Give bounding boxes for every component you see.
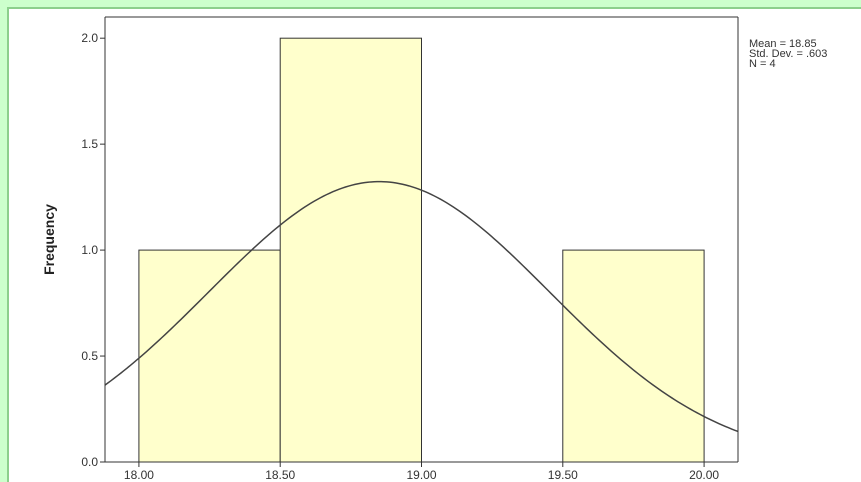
chart-frame: 0.0 0.5 1.0 1.5 2.0 18.00 18.50 19.00 19.50 20.0… xyxy=(7,7,861,482)
histogram-bar xyxy=(138,249,281,463)
histogram-chart: 0.0 0.5 1.0 1.5 2.0 18.00 18.50 19.00 19.50 20.0… xyxy=(41,16,827,482)
y-tick-label: 0.0 xyxy=(81,455,98,469)
normal-curve xyxy=(104,180,739,433)
x-ticks-group: 18.00 18.50 19.00 19.50 20.00 xyxy=(124,462,719,482)
y-tick-label: 1.0 xyxy=(81,243,98,257)
bars-group xyxy=(138,37,705,463)
y-axis-label: Frequency xyxy=(41,204,57,275)
histogram-bar xyxy=(562,249,705,463)
x-tick-label: 19.00 xyxy=(406,468,436,482)
x-tick-label: 18.50 xyxy=(265,468,295,482)
y-tick-label: 2.0 xyxy=(81,31,98,45)
axes-group xyxy=(104,16,739,463)
x-tick-label: 19.50 xyxy=(548,468,578,482)
histogram-bar xyxy=(279,37,422,463)
x-tick-label: 18.00 xyxy=(124,468,154,482)
y-ticks-group: 0.0 0.5 1.0 1.5 2.0 xyxy=(81,31,105,469)
x-tick-label: 20.00 xyxy=(689,468,719,482)
stats-line: Std. Dev. = .603 xyxy=(749,48,827,60)
y-tick-label: 0.5 xyxy=(81,349,98,363)
stats-line: N = 4 xyxy=(749,58,776,70)
y-tick-label: 1.5 xyxy=(81,137,98,151)
stats-line: Mean = 18.85 xyxy=(749,38,817,50)
